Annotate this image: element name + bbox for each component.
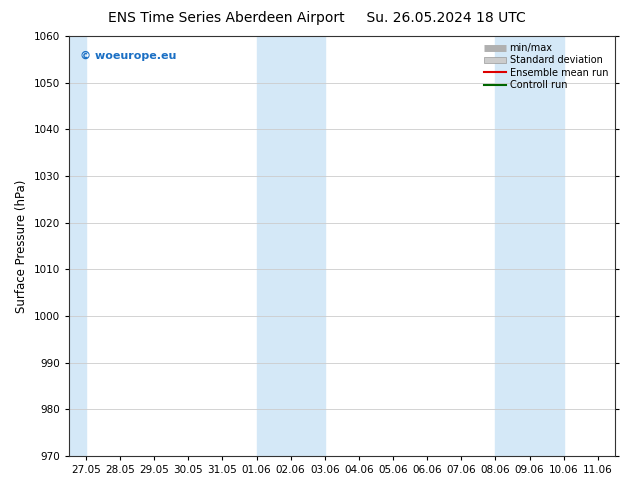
Bar [495,36,564,456]
Legend: min/max, Standard deviation, Ensemble mean run, Controll run: min/max, Standard deviation, Ensemble me… [482,41,610,92]
Bar [69,36,86,456]
Text: © woeurope.eu: © woeurope.eu [80,51,176,61]
Bar [257,36,325,456]
Text: ENS Time Series Aberdeen Airport     Su. 26.05.2024 18 UTC: ENS Time Series Aberdeen Airport Su. 26.… [108,11,526,25]
Y-axis label: Surface Pressure (hPa): Surface Pressure (hPa) [15,179,28,313]
